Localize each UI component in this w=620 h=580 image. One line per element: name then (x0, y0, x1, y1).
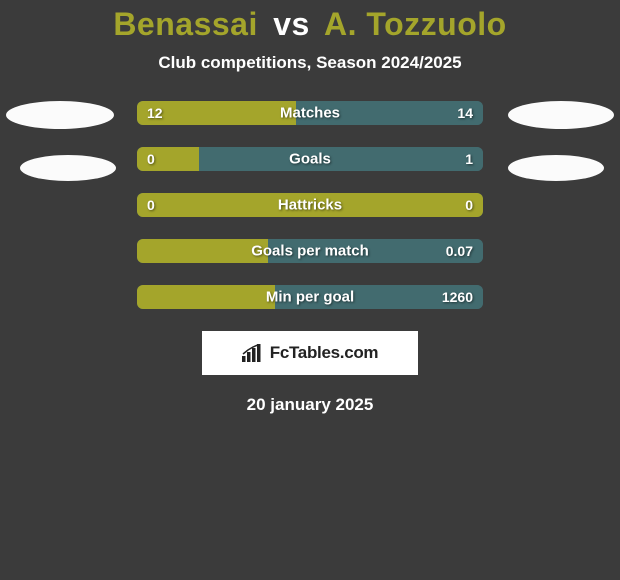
stat-label: Matches (280, 105, 340, 122)
stat-label: Min per goal (266, 289, 354, 306)
stat-label: Goals per match (251, 243, 369, 260)
stat-value-right: 1 (465, 151, 473, 167)
stat-row: 0 Hattricks 0 (137, 193, 483, 217)
stat-row: 12 Matches 14 (137, 101, 483, 125)
stat-fill-left (137, 285, 275, 309)
chart-icon (242, 344, 264, 362)
decoration-blob (6, 101, 114, 129)
stat-value-right: 0.07 (446, 243, 473, 259)
stats-area: 12 Matches 14 0 Goals 1 0 Hattricks 0 Goals per m… (0, 101, 620, 309)
decoration-blob (508, 155, 604, 181)
logo-text: FcTables.com (270, 343, 379, 363)
decoration-blob (508, 101, 614, 129)
stat-value-left: 0 (147, 151, 155, 167)
stat-rows: 12 Matches 14 0 Goals 1 0 Hattricks 0 Goals per m… (137, 101, 483, 309)
subtitle: Club competitions, Season 2024/2025 (0, 53, 620, 73)
date-label: 20 january 2025 (0, 395, 620, 415)
vs-label: vs (273, 6, 310, 42)
stat-row: Min per goal 1260 (137, 285, 483, 309)
stat-label: Hattricks (278, 197, 342, 214)
stat-value-left: 12 (147, 105, 163, 121)
player1-name: Benassai (113, 6, 258, 42)
stat-fill-right (199, 147, 483, 171)
stat-value-left: 0 (147, 197, 155, 213)
stat-value-right: 0 (465, 197, 473, 213)
page-title: Benassai vs A. Tozzuolo (0, 6, 620, 43)
stat-value-right: 14 (457, 105, 473, 121)
stat-fill-left (137, 239, 268, 263)
stat-row: 0 Goals 1 (137, 147, 483, 171)
stat-label: Goals (289, 151, 331, 168)
comparison-card: Benassai vs A. Tozzuolo Club competition… (0, 0, 620, 415)
player2-name: A. Tozzuolo (324, 6, 507, 42)
stat-row: Goals per match 0.07 (137, 239, 483, 263)
decoration-blob (20, 155, 116, 181)
logo-box: FcTables.com (202, 331, 418, 375)
stat-value-right: 1260 (442, 289, 473, 305)
